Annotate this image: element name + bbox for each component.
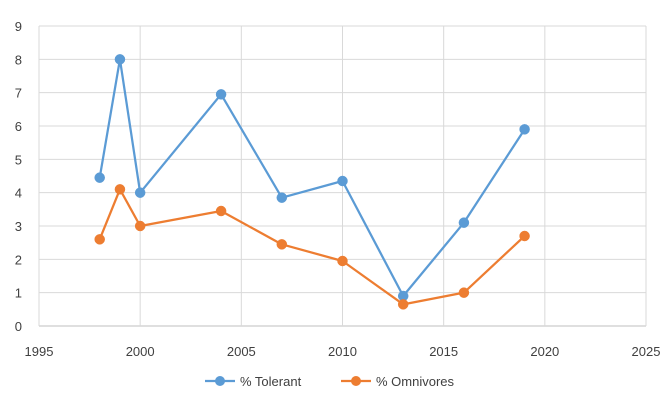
data-point-tolerant [519, 124, 530, 135]
y-tick-label: 4 [15, 186, 22, 201]
data-point-tolerant [215, 89, 227, 100]
data-point-tolerant [114, 54, 126, 65]
legend-item-tolerant: % Tolerant [205, 374, 302, 389]
x-tick-label: 2010 [328, 344, 357, 359]
x-tick-label: 2005 [227, 344, 256, 359]
data-point-omnivores [215, 205, 227, 217]
x-tick-label: 2015 [429, 344, 458, 359]
data-point-omnivores [276, 239, 288, 250]
y-tick-label: 2 [15, 252, 22, 267]
data-point-tolerant [94, 172, 105, 183]
series-line-tolerant [98, 58, 526, 298]
data-point-omnivores [94, 234, 105, 245]
data-point-omnivores [397, 299, 409, 310]
y-tick-label: 0 [15, 319, 22, 334]
x-tick-label: 1995 [25, 344, 54, 359]
data-point-tolerant [458, 217, 470, 228]
data-point-omnivores [458, 287, 470, 298]
x-tick-label: 2000 [126, 344, 155, 359]
data-point-tolerant [337, 175, 348, 187]
y-tick-label: 3 [15, 219, 22, 234]
axes: 0 1 2 3 4 5 6 7 8 9 1995 2000 2005 2010 2015 2020 2025 [15, 19, 661, 359]
data-point-omnivores [114, 184, 126, 195]
x-tick-label: 2020 [530, 344, 559, 359]
data-point-tolerant [134, 187, 146, 198]
series-layer [94, 54, 530, 310]
series-line-omnivores [98, 188, 526, 306]
legend-swatch-marker [351, 376, 361, 386]
y-tick-label: 9 [15, 19, 22, 34]
legend-item-omnivores: % Omnivores [341, 374, 455, 389]
data-point-tolerant [276, 192, 288, 203]
legend: % Tolerant % Omnivores [205, 374, 455, 389]
legend-swatch-marker [215, 376, 225, 386]
legend-label: % Tolerant [240, 374, 302, 389]
y-tick-label: 1 [15, 286, 22, 301]
y-tick-label: 5 [15, 152, 22, 167]
data-point-omnivores [134, 220, 146, 232]
data-point-omnivores [337, 255, 348, 267]
y-tick-label: 7 [15, 86, 22, 101]
y-tick-label: 6 [15, 119, 22, 134]
data-point-omnivores [519, 230, 530, 242]
legend-label: % Omnivores [376, 374, 455, 389]
x-tick-label: 2025 [632, 344, 661, 359]
y-tick-label: 8 [15, 52, 22, 67]
